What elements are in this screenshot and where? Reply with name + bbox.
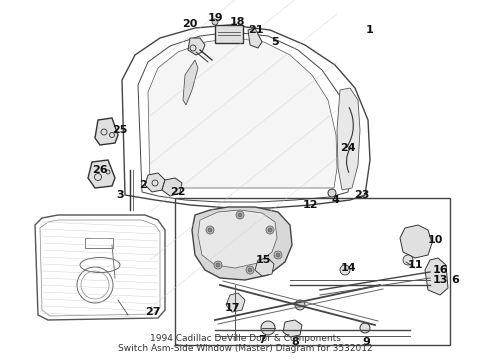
Text: 20: 20 <box>182 19 197 29</box>
Text: 1: 1 <box>366 25 374 35</box>
Circle shape <box>238 213 242 217</box>
Text: 17: 17 <box>224 303 240 313</box>
Text: 5: 5 <box>271 37 279 47</box>
Text: 16: 16 <box>432 265 448 275</box>
Text: 7: 7 <box>258 335 266 345</box>
Text: 27: 27 <box>145 307 161 317</box>
Text: 24: 24 <box>340 143 356 153</box>
Circle shape <box>276 253 280 257</box>
Polygon shape <box>95 118 118 145</box>
Circle shape <box>268 228 272 232</box>
Circle shape <box>274 251 282 259</box>
Text: 2: 2 <box>139 180 147 190</box>
Text: 12: 12 <box>302 200 318 210</box>
Text: 22: 22 <box>170 187 186 197</box>
Text: 13: 13 <box>432 275 448 285</box>
Polygon shape <box>255 258 274 276</box>
Text: 3: 3 <box>116 190 124 200</box>
Text: 4: 4 <box>331 195 339 205</box>
Circle shape <box>206 226 214 234</box>
Circle shape <box>261 321 275 335</box>
Polygon shape <box>192 207 292 280</box>
Polygon shape <box>88 160 115 188</box>
Circle shape <box>340 265 350 275</box>
Polygon shape <box>188 38 205 55</box>
Text: 15: 15 <box>255 255 270 265</box>
Polygon shape <box>425 258 448 295</box>
Text: 6: 6 <box>451 275 459 285</box>
Text: 21: 21 <box>248 25 264 35</box>
Text: 9: 9 <box>362 337 370 347</box>
Circle shape <box>266 226 274 234</box>
Circle shape <box>236 211 244 219</box>
Polygon shape <box>400 225 432 258</box>
Circle shape <box>216 263 220 267</box>
Circle shape <box>208 228 212 232</box>
Circle shape <box>328 189 336 197</box>
Polygon shape <box>337 88 360 190</box>
Text: 19: 19 <box>207 13 223 23</box>
Bar <box>175 198 450 345</box>
Polygon shape <box>283 320 302 337</box>
Text: 14: 14 <box>340 263 356 273</box>
Text: 8: 8 <box>291 337 299 347</box>
Polygon shape <box>145 173 165 192</box>
Bar <box>215 25 243 43</box>
Circle shape <box>360 323 370 333</box>
Circle shape <box>403 255 413 265</box>
Circle shape <box>248 268 252 272</box>
Circle shape <box>246 266 254 274</box>
Polygon shape <box>198 210 277 268</box>
Text: 18: 18 <box>229 17 245 27</box>
Text: 26: 26 <box>92 165 108 175</box>
Bar <box>85 238 113 248</box>
Circle shape <box>212 19 218 25</box>
Text: 11: 11 <box>407 260 423 270</box>
Polygon shape <box>183 60 198 105</box>
Text: 25: 25 <box>112 125 128 135</box>
Text: 10: 10 <box>427 235 442 245</box>
Polygon shape <box>248 28 262 48</box>
Polygon shape <box>162 178 182 196</box>
Polygon shape <box>226 293 245 312</box>
Circle shape <box>295 300 305 310</box>
Text: 23: 23 <box>354 190 369 200</box>
Text: 1994 Cadillac DeVille Door & Components
Switch Asm-Side Window (Master) Diagram : 1994 Cadillac DeVille Door & Components … <box>118 334 372 353</box>
Circle shape <box>214 261 222 269</box>
Polygon shape <box>148 38 337 188</box>
